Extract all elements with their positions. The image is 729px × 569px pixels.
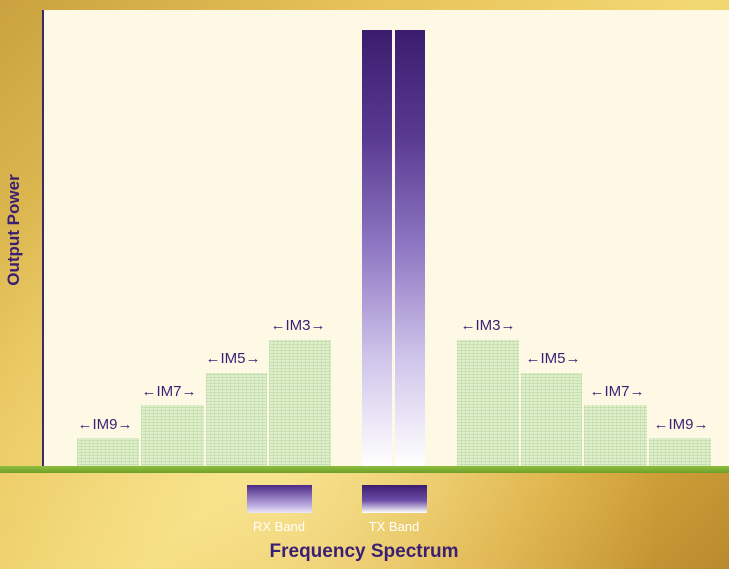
rx-band-label: RX Band	[252, 519, 306, 534]
tx-band-label: TX Band	[368, 519, 420, 534]
im-label-right-im3: ←IM3→	[460, 317, 516, 334]
im-bar-left-im5	[206, 373, 267, 468]
im-label-left-im3: ←IM3→	[270, 317, 326, 334]
im-label-right-im5: ←IM5→	[525, 350, 581, 367]
im-label-right-im7: ←IM7→	[589, 383, 645, 400]
im-bar-left-im9	[77, 438, 139, 468]
im-bar-right-im3	[457, 340, 519, 468]
im-label-right-im9: ←IM9→	[653, 416, 709, 433]
im-bar-left-im3	[269, 340, 331, 468]
rx-band-swatch	[247, 485, 312, 513]
y-axis-line	[42, 10, 44, 472]
y-axis-label: Output Power	[4, 174, 23, 286]
tx-band-column-right	[395, 30, 425, 466]
x-axis-label: Frequency Spectrum	[269, 541, 459, 562]
im-label-left-im5: ←IM5→	[205, 350, 261, 367]
im-label-left-im7: ←IM7→	[141, 383, 197, 400]
im-bar-right-im9	[649, 438, 711, 468]
im-bar-left-im7	[141, 405, 204, 468]
tx-band-column-left	[362, 30, 392, 466]
im-bar-right-im5	[521, 373, 582, 468]
tx-band-swatch	[362, 485, 427, 513]
im-bar-right-im7	[584, 405, 647, 468]
im-label-left-im9: ←IM9→	[77, 416, 133, 433]
x-axis-baseline	[0, 466, 729, 473]
